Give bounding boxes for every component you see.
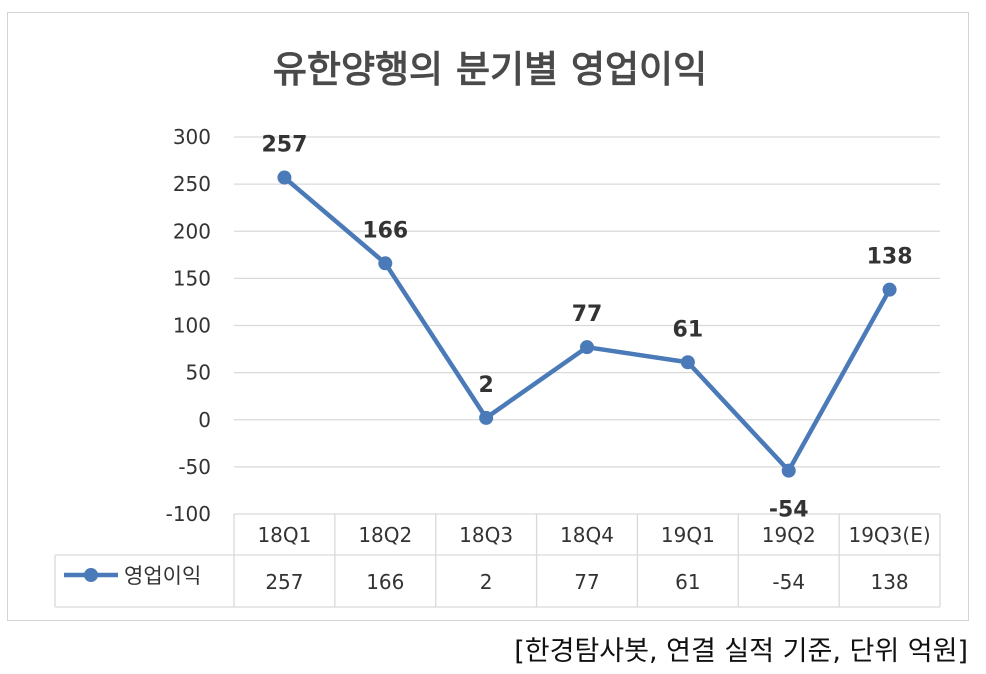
data-point (479, 410, 494, 425)
data-point (781, 463, 796, 478)
data-label: 77 (572, 302, 603, 327)
table-value-cell: 77 (574, 570, 599, 594)
data-label: -54 (769, 498, 809, 523)
data-point (277, 170, 292, 185)
data-label: 257 (261, 133, 307, 158)
legend-label: 영업이익 (124, 564, 201, 588)
y-tick-label: 100 (173, 314, 211, 338)
data-point (680, 355, 695, 370)
x-category-label: 18Q1 (257, 523, 311, 547)
table-value-cell: 61 (675, 570, 700, 594)
data-point (882, 282, 897, 297)
table-value-cell: 138 (870, 570, 908, 594)
x-category-label: 18Q4 (560, 523, 614, 547)
gridlines (234, 136, 940, 468)
data-label: 2 (478, 373, 493, 398)
data-table: 18Q1 18Q2 18Q3 18Q4 19Q1 19Q2 19Q3(E) 257 166 2 77… (54, 513, 941, 608)
x-category-label: 19Q1 (661, 523, 715, 547)
y-tick-label: 250 (173, 172, 211, 196)
x-category-label: 18Q3 (459, 523, 513, 547)
chart-title: 유한양행의 분기별 영업이익 (273, 48, 707, 91)
series-line-group (277, 170, 897, 478)
table-value-cell: 166 (366, 570, 404, 594)
y-tick-label: -100 (166, 502, 211, 526)
legend-marker (84, 568, 98, 582)
x-category-label: 19Q2 (762, 523, 816, 547)
x-category-label: 18Q2 (358, 523, 412, 547)
table-value-cell: 257 (265, 570, 303, 594)
data-point (580, 340, 594, 355)
x-category-label: 19Q3(E) (848, 523, 930, 547)
y-tick-label: 50 (186, 361, 211, 385)
source-note: [한경탐사봇, 연결 실적 기준, 단위 억원] (514, 636, 968, 667)
data-labels: 257 166 2 77 61 -54 138 (261, 133, 912, 523)
data-label: 138 (867, 245, 913, 270)
y-tick-label: 150 (173, 266, 211, 290)
y-tick-label: 300 (173, 125, 211, 149)
data-point (378, 256, 393, 271)
y-tick-label: 0 (198, 408, 211, 432)
data-label: 61 (673, 317, 704, 342)
y-tick-label: -50 (178, 455, 211, 479)
data-label: 166 (362, 218, 408, 243)
y-axis-ticks: 300 250 200 150 100 50 0 -50 -100 (166, 125, 211, 526)
chart-frame (7, 12, 969, 621)
table-value-cell: -54 (772, 570, 805, 594)
table-value-cell: 2 (480, 570, 493, 594)
y-tick-label: 200 (173, 219, 211, 243)
